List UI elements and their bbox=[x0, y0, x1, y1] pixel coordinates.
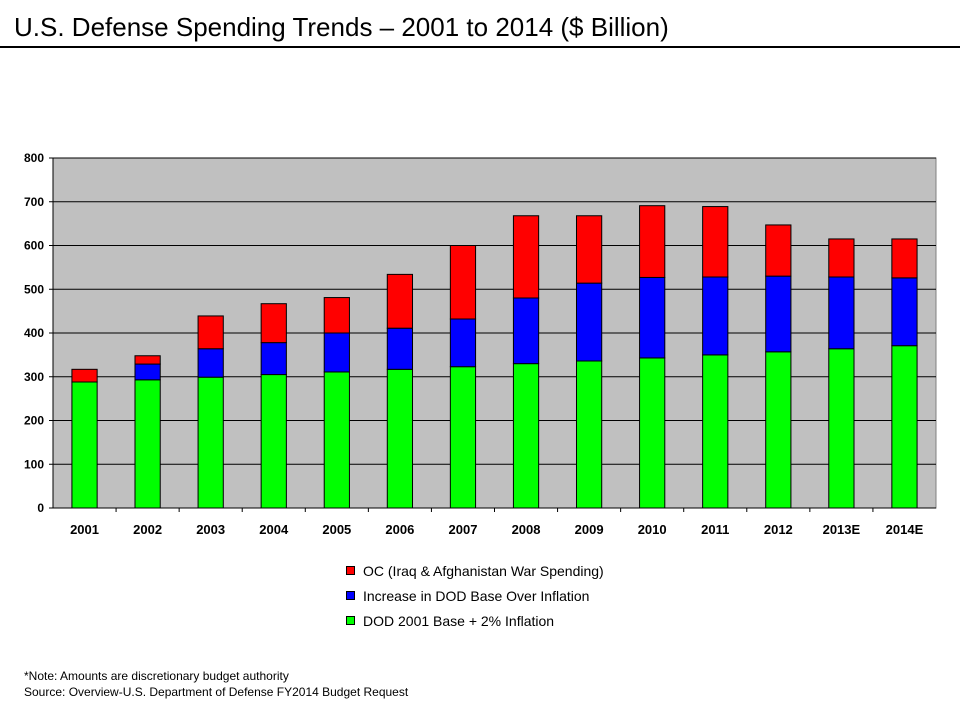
bar-segment-2002-s1 bbox=[134, 363, 161, 381]
bar-segment-2009-s0 bbox=[575, 360, 603, 509]
bars bbox=[71, 205, 918, 509]
page-title: U.S. Defense Spending Trends – 2001 to 2… bbox=[14, 12, 669, 42]
bar-segment-2013E-s0 bbox=[828, 348, 855, 509]
legend: OC (Iraq & Afghanistan War Spending) Inc… bbox=[346, 558, 604, 633]
legend-label-dod-base: DOD 2001 Base + 2% Inflation bbox=[363, 612, 555, 629]
bar-segment-2010-s2 bbox=[639, 205, 666, 278]
y-tick-label: 400 bbox=[24, 326, 44, 340]
bar-segment-2013E-s1 bbox=[828, 276, 855, 350]
x-tick-label: 2005 bbox=[322, 522, 351, 537]
bar-segment-2003-s0 bbox=[197, 376, 224, 509]
x-axis-ticks: 2001 2002 2003 2004 2005 2006 2007 2008 2009 2010… bbox=[70, 508, 924, 537]
x-tick-label: 2008 bbox=[512, 522, 541, 537]
x-tick-label: 2002 bbox=[133, 522, 162, 537]
bar-segment-2012-s0 bbox=[765, 351, 792, 509]
bar-segment-2011-s2 bbox=[702, 206, 729, 278]
legend-swatch-dod-base bbox=[346, 616, 355, 625]
bar-segment-2008-s2 bbox=[512, 215, 540, 299]
bar-segment-2010-s1 bbox=[639, 276, 666, 359]
bar-segment-2008-s1 bbox=[512, 297, 540, 365]
x-tick-label: 2013E bbox=[823, 522, 861, 537]
legend-label-oc: OC (Iraq & Afghanistan War Spending) bbox=[363, 562, 604, 579]
x-tick-label: 2014E bbox=[886, 522, 924, 537]
bar-segment-2011-s0 bbox=[702, 354, 729, 509]
bar-segment-2004-s2 bbox=[260, 303, 287, 344]
bar-segment-2003-s2 bbox=[197, 315, 224, 350]
x-tick-label: 2012 bbox=[764, 522, 793, 537]
y-tick-label: 200 bbox=[24, 414, 44, 428]
bar-segment-2007-s1 bbox=[449, 318, 477, 368]
bar-segment-2001-s2 bbox=[71, 368, 98, 383]
bar-segment-2003-s1 bbox=[197, 348, 224, 378]
x-tick-label: 2003 bbox=[196, 522, 225, 537]
bar-segment-2006-s0 bbox=[386, 368, 414, 509]
x-tick-label: 2001 bbox=[70, 522, 99, 537]
y-tick-label: 100 bbox=[24, 457, 44, 471]
footnote-note: *Note: Amounts are discretionary budget … bbox=[24, 669, 289, 683]
legend-item-dod-base: DOD 2001 Base + 2% Inflation bbox=[346, 608, 604, 633]
x-tick-label: 2011 bbox=[701, 522, 729, 537]
bar-segment-2012-s2 bbox=[765, 224, 792, 277]
y-axis-ticks: 0 100 200 300 400 500 600 700 800 bbox=[24, 151, 53, 515]
legend-swatch-oc bbox=[346, 566, 355, 575]
bar-segment-2014E-s0 bbox=[891, 345, 918, 509]
bar-segment-2012-s1 bbox=[765, 275, 792, 353]
y-tick-label: 800 bbox=[24, 151, 44, 165]
bar-segment-2007-s0 bbox=[449, 366, 477, 509]
footnotes: *Note: Amounts are discretionary budget … bbox=[24, 668, 408, 700]
bar-segment-2005-s1 bbox=[323, 332, 350, 373]
x-tick-label: 2009 bbox=[575, 522, 604, 537]
x-tick-label: 2004 bbox=[259, 522, 289, 537]
bar-segment-2013E-s2 bbox=[828, 238, 855, 278]
title-divider bbox=[0, 46, 960, 48]
bar-segment-2006-s1 bbox=[386, 327, 414, 370]
bar-segment-2004-s0 bbox=[260, 374, 287, 509]
y-tick-label: 600 bbox=[24, 239, 44, 253]
bar-segment-2011-s1 bbox=[702, 276, 729, 356]
y-tick-label: 300 bbox=[24, 370, 44, 384]
x-tick-label: 2006 bbox=[385, 522, 414, 537]
y-tick-label: 700 bbox=[24, 195, 44, 209]
bar-segment-2001-s0 bbox=[71, 381, 98, 509]
legend-item-oc: OC (Iraq & Afghanistan War Spending) bbox=[346, 558, 604, 583]
bar-segment-2002-s0 bbox=[134, 379, 161, 509]
bar-segment-2014E-s1 bbox=[891, 277, 918, 347]
bar-segment-2006-s2 bbox=[386, 273, 414, 329]
legend-label-base-increase: Increase in DOD Base Over Inflation bbox=[363, 587, 590, 604]
bar-segment-2008-s0 bbox=[512, 363, 540, 509]
bar-segment-2004-s1 bbox=[260, 342, 287, 376]
bar-segment-2010-s0 bbox=[639, 357, 666, 509]
legend-swatch-base-increase bbox=[346, 591, 355, 600]
bar-segment-2009-s1 bbox=[575, 282, 603, 362]
x-tick-label: 2007 bbox=[449, 522, 478, 537]
y-tick-label: 500 bbox=[24, 282, 44, 296]
y-tick-label: 0 bbox=[37, 501, 44, 515]
bar-segment-2002-s2 bbox=[134, 355, 161, 365]
bar-segment-2007-s2 bbox=[449, 245, 477, 320]
footnote-source: Source: Overview-U.S. Department of Defe… bbox=[24, 685, 409, 699]
bar-segment-2005-s2 bbox=[323, 297, 350, 334]
bar-segment-2014E-s2 bbox=[891, 238, 918, 279]
bar-segment-2005-s0 bbox=[323, 371, 350, 509]
x-tick-label: 2010 bbox=[638, 522, 667, 537]
bar-segment-2009-s2 bbox=[575, 215, 603, 284]
legend-item-base-increase: Increase in DOD Base Over Inflation bbox=[346, 583, 604, 608]
